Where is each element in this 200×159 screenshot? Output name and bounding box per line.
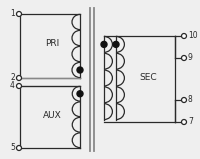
Circle shape bbox=[182, 120, 186, 124]
Circle shape bbox=[16, 145, 22, 151]
Circle shape bbox=[101, 41, 107, 47]
Text: 10: 10 bbox=[188, 31, 198, 41]
Circle shape bbox=[182, 34, 186, 38]
Text: PRI: PRI bbox=[45, 39, 59, 48]
Text: SEC: SEC bbox=[139, 73, 157, 83]
Text: 7: 7 bbox=[188, 118, 193, 127]
Circle shape bbox=[182, 97, 186, 103]
Circle shape bbox=[77, 67, 83, 73]
Text: 2: 2 bbox=[10, 73, 15, 83]
Text: AUX: AUX bbox=[43, 111, 61, 121]
Circle shape bbox=[16, 11, 22, 17]
Circle shape bbox=[16, 76, 22, 80]
Text: 5: 5 bbox=[10, 144, 15, 152]
Text: 9: 9 bbox=[188, 53, 193, 62]
Text: 8: 8 bbox=[188, 96, 193, 104]
Circle shape bbox=[113, 41, 119, 47]
Circle shape bbox=[182, 55, 186, 61]
Circle shape bbox=[16, 83, 22, 89]
Text: 1: 1 bbox=[10, 10, 15, 18]
Circle shape bbox=[77, 91, 83, 97]
Text: 4: 4 bbox=[10, 82, 15, 90]
